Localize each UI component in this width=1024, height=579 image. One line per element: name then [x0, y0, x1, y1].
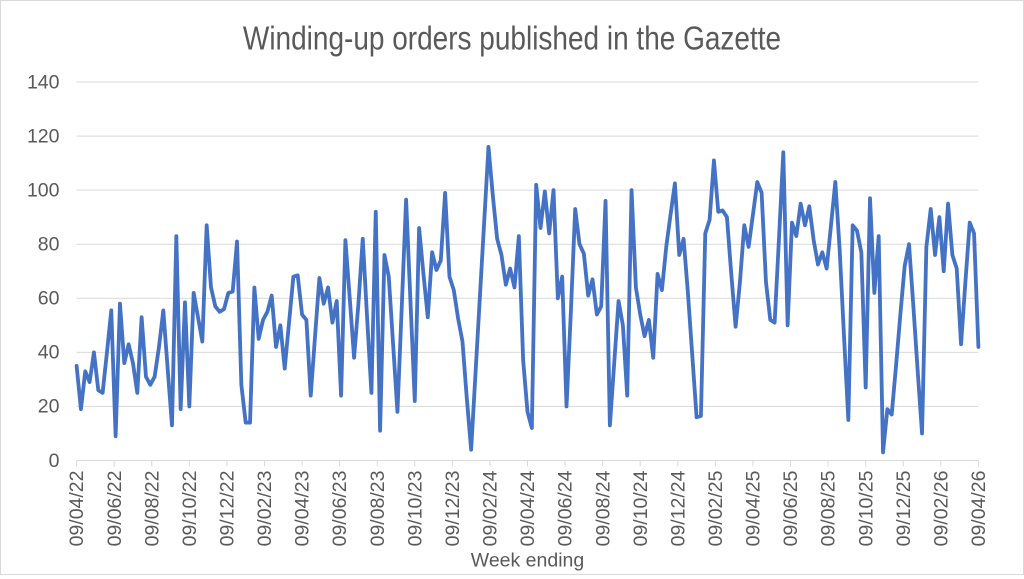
- svg-text:09/12/24: 09/12/24: [667, 470, 689, 546]
- svg-text:09/04/22: 09/04/22: [66, 471, 88, 547]
- svg-text:140: 140: [27, 71, 60, 93]
- svg-text:09/10/22: 09/10/22: [179, 471, 201, 547]
- svg-text:09/06/24: 09/06/24: [555, 470, 577, 546]
- svg-text:09/06/23: 09/06/23: [329, 471, 351, 547]
- svg-text:120: 120: [27, 125, 60, 147]
- svg-text:09/10/25: 09/10/25: [855, 470, 877, 546]
- svg-text:09/10/23: 09/10/23: [404, 471, 426, 547]
- svg-text:09/12/25: 09/12/25: [893, 470, 915, 546]
- svg-text:09/04/23: 09/04/23: [292, 471, 314, 547]
- svg-text:40: 40: [38, 342, 60, 364]
- svg-text:09/06/22: 09/06/22: [104, 471, 126, 547]
- svg-text:80: 80: [38, 234, 60, 256]
- svg-text:09/08/22: 09/08/22: [141, 471, 163, 547]
- svg-text:09/04/26: 09/04/26: [968, 471, 990, 547]
- svg-text:09/06/25: 09/06/25: [780, 470, 802, 546]
- svg-text:60: 60: [38, 288, 60, 310]
- svg-text:09/02/24: 09/02/24: [480, 470, 502, 546]
- svg-text:09/08/23: 09/08/23: [367, 471, 389, 547]
- svg-text:Week ending: Week ending: [471, 549, 584, 571]
- svg-text:0: 0: [49, 450, 60, 472]
- svg-text:09/12/23: 09/12/23: [442, 471, 464, 547]
- svg-text:09/02/26: 09/02/26: [930, 471, 952, 547]
- svg-text:09/02/25: 09/02/25: [705, 470, 727, 546]
- svg-text:09/04/25: 09/04/25: [743, 470, 765, 546]
- svg-text:Winding-up orders published in: Winding-up orders published in the Gazet…: [243, 19, 781, 57]
- svg-text:09/04/24: 09/04/24: [517, 470, 539, 546]
- svg-text:100: 100: [27, 179, 60, 201]
- svg-text:09/08/24: 09/08/24: [592, 470, 614, 546]
- svg-text:09/10/24: 09/10/24: [630, 470, 652, 546]
- svg-text:09/08/25: 09/08/25: [818, 470, 840, 546]
- svg-text:09/02/23: 09/02/23: [254, 471, 276, 547]
- svg-text:09/12/22: 09/12/22: [217, 471, 239, 547]
- svg-text:20: 20: [38, 396, 60, 418]
